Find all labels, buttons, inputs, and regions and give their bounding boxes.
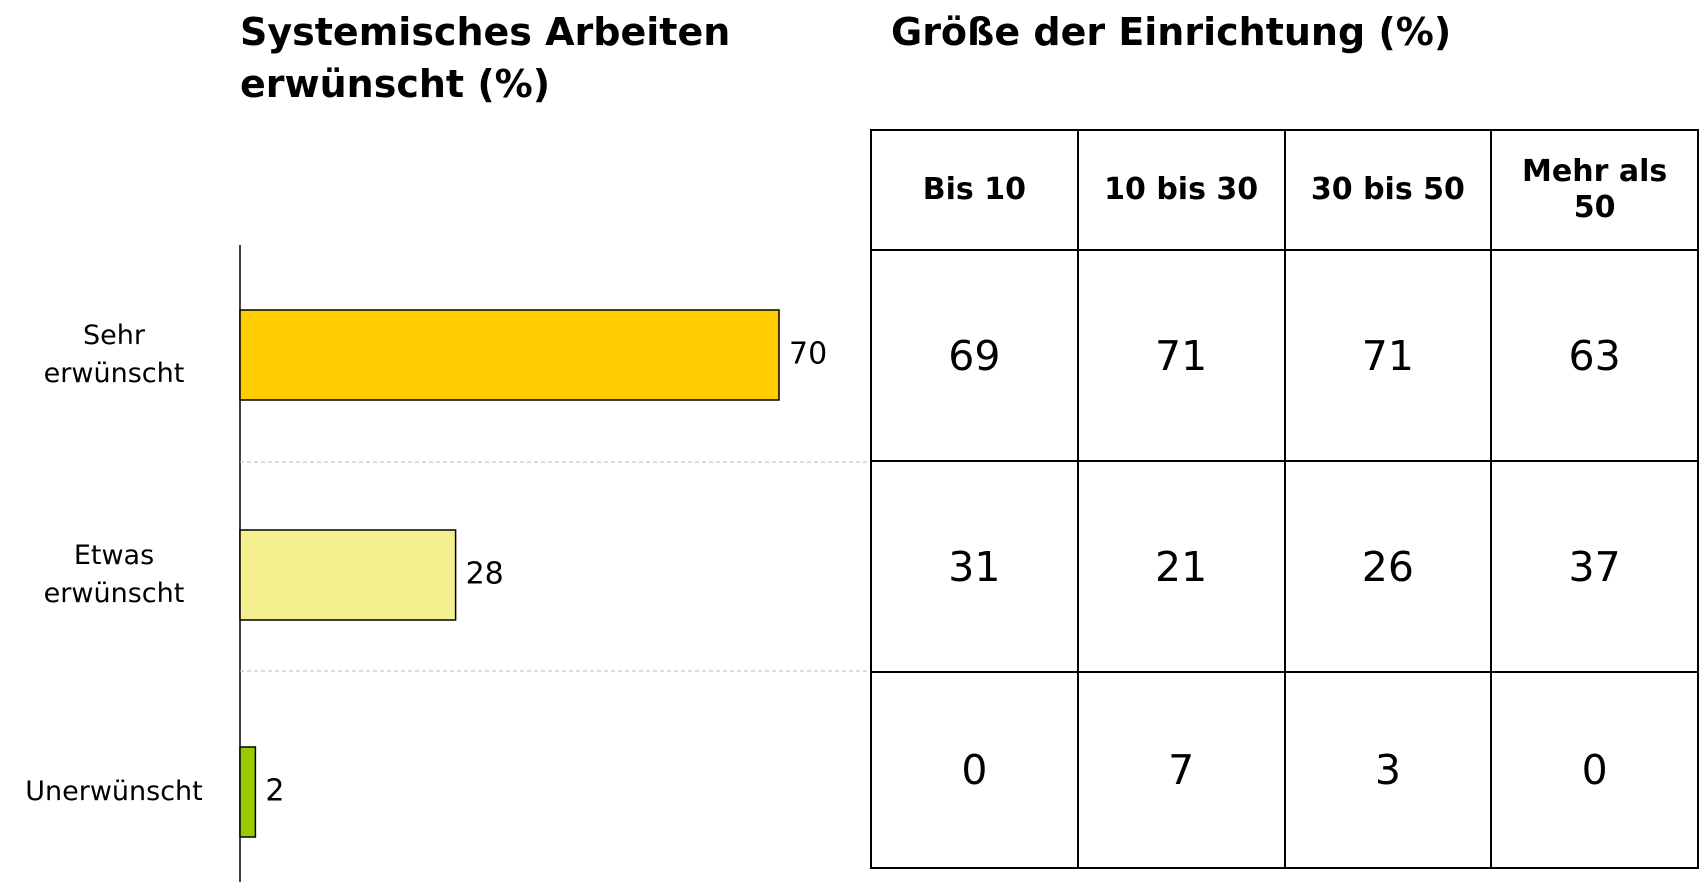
column-header: Mehr als 50 [1490,129,1699,251]
table-cell: 69 [870,249,1079,462]
table-cell: 0 [1490,671,1699,869]
bar [239,529,457,621]
value-label: 70 [789,337,827,372]
table-cell: 21 [1076,460,1286,673]
table-cell: 3 [1283,671,1493,869]
table-cell: 26 [1283,460,1493,673]
table-cell: 63 [1490,249,1699,462]
column-header: Bis 10 [870,129,1079,251]
table-cell: 71 [1283,249,1493,462]
chart: 70 28 2 [239,245,870,882]
table-row: 69 71 71 63 [870,249,1699,462]
column-header: 30 bis 50 [1283,129,1493,251]
table-cell: 0 [870,671,1079,869]
table-cell: 71 [1076,249,1286,462]
table-cell: 7 [1076,671,1286,869]
category-label: Sehr erwünscht [43,320,185,389]
header-row: Bis 10 10 bis 30 30 bis 50 Mehr als 50 [870,129,1699,251]
column-header: 10 bis 30 [1076,129,1286,251]
bar [239,746,257,838]
table: Bis 10 10 bis 30 30 bis 50 Mehr als 50 69 71 7… [870,129,1699,869]
category-label: Etwas erwünscht [43,540,185,609]
table-cell: 37 [1490,460,1699,673]
chart-title: Systemisches Arbeiten erwünscht (%) [240,10,731,106]
table-row: 31 21 26 37 [870,460,1699,673]
table-cell: 31 [870,460,1079,673]
table-title: Größe der Einrichtung (%) [891,10,1452,54]
value-label: 28 [466,557,504,592]
category-label: Unerwünscht [25,776,203,807]
bar [239,309,780,401]
value-label: 2 [265,774,284,809]
